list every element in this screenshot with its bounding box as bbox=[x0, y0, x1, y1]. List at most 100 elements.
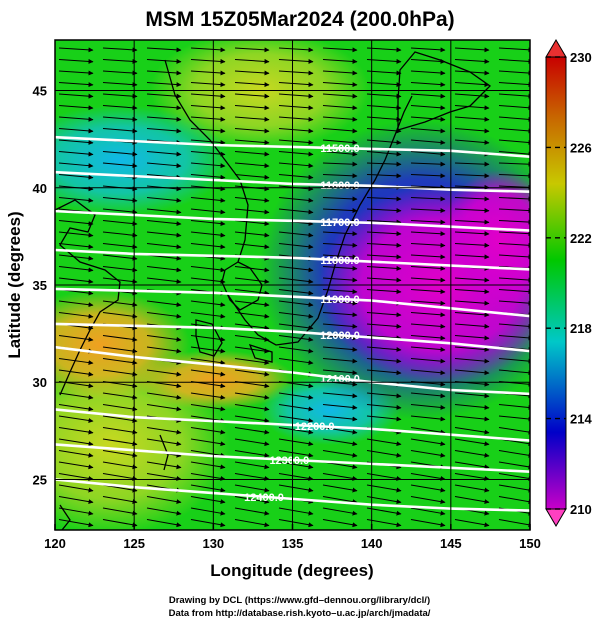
wind-vector bbox=[366, 196, 402, 202]
wind-vector bbox=[278, 473, 314, 481]
wind-vector bbox=[102, 496, 138, 505]
wind-vector bbox=[322, 415, 358, 422]
wind-vector bbox=[102, 461, 138, 470]
wind-vector bbox=[454, 358, 490, 364]
wind-vector bbox=[410, 242, 446, 248]
wind-vector bbox=[454, 473, 490, 481]
wind-vector bbox=[102, 438, 138, 447]
contour-label: 11800.0 bbox=[320, 255, 359, 267]
wind-vector bbox=[102, 254, 138, 261]
wind-vector bbox=[58, 58, 94, 64]
wind-vector bbox=[366, 289, 402, 295]
wind-vector bbox=[234, 289, 270, 296]
wind-vector bbox=[366, 415, 402, 422]
wind-vector bbox=[454, 139, 490, 145]
wind-vector bbox=[146, 346, 182, 354]
wind-vector bbox=[498, 128, 530, 134]
wind-vector bbox=[322, 358, 358, 364]
wind-vector bbox=[146, 58, 182, 64]
wind-vector bbox=[102, 116, 138, 122]
wind-vector bbox=[454, 58, 490, 64]
wind-vector bbox=[190, 105, 226, 111]
wind-vector bbox=[58, 496, 94, 505]
wind-vector bbox=[498, 496, 530, 505]
wind-vector bbox=[234, 427, 270, 435]
wind-vector bbox=[366, 151, 402, 157]
wind-vector bbox=[498, 277, 530, 283]
wind-vector bbox=[234, 139, 270, 145]
wind-vector bbox=[278, 289, 314, 296]
wind-vector bbox=[234, 174, 270, 180]
wind-vector bbox=[323, 531, 357, 537]
wind-vector bbox=[102, 220, 138, 227]
y-axis: 25 30 35 40 45 bbox=[33, 84, 47, 488]
wind-vector bbox=[366, 450, 402, 458]
wind-vector bbox=[278, 116, 314, 122]
wind-vector bbox=[410, 300, 446, 306]
wind-vector bbox=[58, 312, 94, 319]
y-tick-label: 25 bbox=[33, 472, 47, 487]
x-axis-label: Longitude (degrees) bbox=[210, 561, 373, 580]
contour-label: 12400.0 bbox=[244, 492, 284, 504]
wind-vector bbox=[102, 208, 138, 215]
wind-vector bbox=[322, 507, 358, 516]
wind-vector bbox=[322, 265, 358, 271]
wind-vector bbox=[366, 496, 402, 505]
wind-vector bbox=[190, 496, 226, 505]
wind-vector bbox=[234, 277, 270, 284]
wind-vector bbox=[190, 82, 226, 88]
wind-vector bbox=[190, 128, 226, 134]
wind-vector bbox=[58, 484, 94, 493]
wind-vector bbox=[102, 266, 138, 273]
wind-vector bbox=[366, 219, 402, 225]
wind-vector bbox=[410, 496, 446, 505]
wind-vector bbox=[322, 369, 358, 376]
wind-vector bbox=[498, 404, 530, 410]
wind-vector bbox=[366, 161, 402, 167]
wind-vector bbox=[454, 427, 490, 435]
wind-vector bbox=[278, 484, 314, 493]
wind-vector bbox=[102, 427, 138, 435]
wind-vector bbox=[102, 47, 138, 53]
wind-vector bbox=[234, 404, 270, 412]
wind-vector bbox=[234, 392, 270, 400]
wind-vector bbox=[498, 300, 530, 306]
wind-vector bbox=[322, 93, 358, 99]
wind-vector bbox=[102, 519, 138, 528]
wind-vector bbox=[498, 254, 530, 260]
wind-vector bbox=[410, 173, 446, 179]
wind-vector bbox=[454, 450, 490, 458]
contour-label: 11600.0 bbox=[320, 180, 359, 192]
y-tick-label: 45 bbox=[33, 84, 47, 99]
wind-vector bbox=[146, 266, 182, 273]
wind-vector bbox=[58, 254, 94, 261]
wind-vector bbox=[366, 346, 402, 353]
wind-vector bbox=[146, 128, 182, 134]
wind-vector bbox=[190, 93, 226, 99]
wind-vector bbox=[322, 161, 358, 167]
wind-vector bbox=[454, 196, 490, 202]
wind-vector bbox=[102, 82, 138, 88]
wind-vector bbox=[190, 277, 226, 284]
wind-vector bbox=[454, 335, 490, 341]
wind-vector bbox=[147, 543, 181, 549]
wind-vector bbox=[322, 70, 358, 76]
colorbar-tick-label: 214 bbox=[570, 412, 592, 427]
wind-vector bbox=[102, 312, 138, 319]
wind-vector bbox=[190, 392, 226, 400]
wind-vector bbox=[146, 312, 182, 319]
wind-vector bbox=[278, 197, 314, 203]
wind-vector bbox=[366, 173, 402, 179]
wind-vector bbox=[146, 70, 182, 76]
wind-vector bbox=[278, 507, 314, 516]
wind-vector bbox=[234, 335, 270, 342]
wind-vector bbox=[498, 219, 530, 225]
wind-vector bbox=[234, 208, 270, 215]
wind-vector bbox=[410, 427, 446, 435]
wind-vector bbox=[410, 358, 446, 364]
wind-vector bbox=[454, 254, 490, 260]
wind-vector bbox=[454, 105, 490, 111]
wind-vector bbox=[234, 369, 270, 377]
wind-vector bbox=[322, 139, 358, 145]
